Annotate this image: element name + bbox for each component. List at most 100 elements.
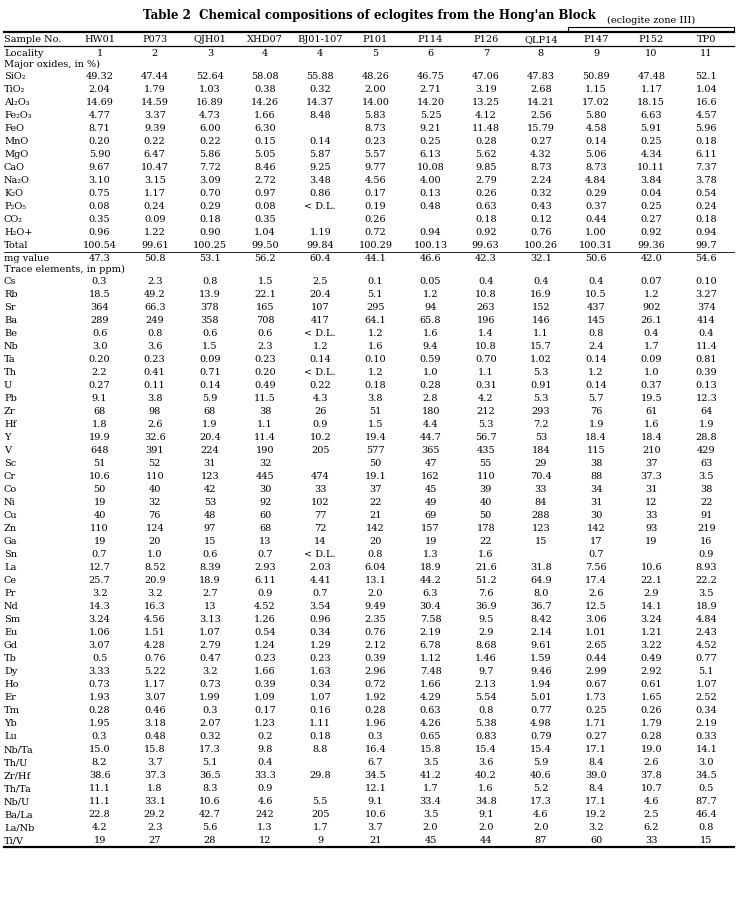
Text: 58.08: 58.08: [251, 72, 279, 81]
Text: 3.18: 3.18: [144, 719, 165, 728]
Text: 98: 98: [148, 408, 161, 416]
Text: 28: 28: [204, 836, 216, 845]
Text: 9.1: 9.1: [478, 810, 494, 820]
Text: 0.11: 0.11: [144, 382, 165, 390]
Text: 7.2: 7.2: [533, 420, 549, 430]
Text: 5.1: 5.1: [699, 668, 714, 676]
Text: 2.9: 2.9: [644, 589, 659, 598]
Text: 5.3: 5.3: [478, 420, 494, 430]
Text: 0.63: 0.63: [420, 706, 441, 715]
Text: 0.28: 0.28: [365, 706, 386, 715]
Text: 19: 19: [645, 538, 658, 546]
Text: 0.65: 0.65: [420, 732, 441, 741]
Text: 0.20: 0.20: [89, 355, 111, 364]
Text: 2.12: 2.12: [365, 642, 387, 650]
Text: 0.18: 0.18: [696, 215, 717, 224]
Text: 0.19: 0.19: [365, 202, 386, 211]
Text: P₂O₅: P₂O₅: [4, 202, 26, 211]
Text: 1.65: 1.65: [641, 693, 662, 703]
Text: 22: 22: [700, 498, 713, 507]
Text: 212: 212: [476, 408, 495, 416]
Text: 2.6: 2.6: [147, 420, 162, 430]
Text: Yb: Yb: [4, 719, 17, 728]
Text: 0.37: 0.37: [641, 382, 662, 390]
Text: 51.2: 51.2: [475, 576, 497, 585]
Text: 102: 102: [311, 498, 330, 507]
Text: 0.71: 0.71: [199, 368, 221, 377]
Text: Cu: Cu: [4, 512, 18, 520]
Text: 0.9: 0.9: [258, 785, 273, 793]
Text: P114: P114: [418, 36, 444, 44]
Text: 99.36: 99.36: [638, 242, 665, 250]
Text: < D.L.: < D.L.: [305, 329, 336, 338]
Text: 1.9: 1.9: [699, 420, 714, 430]
Text: 17: 17: [590, 538, 602, 546]
Text: 17.3: 17.3: [199, 745, 221, 754]
Text: 8: 8: [538, 49, 544, 58]
Text: 0.24: 0.24: [695, 202, 717, 211]
Text: 110: 110: [145, 472, 164, 481]
Text: 365: 365: [421, 446, 440, 455]
Text: 77: 77: [314, 512, 326, 520]
Text: 17.02: 17.02: [582, 98, 610, 107]
Text: Rb: Rb: [4, 290, 18, 300]
Text: 26: 26: [314, 408, 326, 416]
Text: 0.23: 0.23: [254, 655, 276, 663]
Text: 6.47: 6.47: [144, 150, 165, 160]
Text: 100.13: 100.13: [413, 242, 448, 250]
Text: Ba/La: Ba/La: [4, 810, 32, 820]
Text: 31: 31: [645, 485, 658, 494]
Text: 1.63: 1.63: [309, 668, 331, 676]
Text: 374: 374: [697, 303, 716, 313]
Text: 50.89: 50.89: [582, 72, 610, 81]
Text: 358: 358: [201, 316, 219, 325]
Text: 205: 205: [311, 446, 329, 455]
Text: 5.9: 5.9: [202, 395, 218, 403]
Text: 2.71: 2.71: [420, 85, 441, 94]
Text: 0.14: 0.14: [309, 137, 331, 147]
Text: 33: 33: [645, 836, 658, 845]
Text: 1.95: 1.95: [89, 719, 111, 728]
Text: 10.6: 10.6: [199, 798, 221, 806]
Text: 4.41: 4.41: [309, 576, 331, 585]
Text: 7.72: 7.72: [199, 163, 221, 172]
Text: Nb/U: Nb/U: [4, 798, 30, 806]
Text: 20.9: 20.9: [144, 576, 165, 585]
Text: 1.7: 1.7: [644, 342, 659, 351]
Text: 115: 115: [587, 446, 605, 455]
Text: 0.38: 0.38: [255, 85, 276, 94]
Text: 19: 19: [424, 538, 437, 546]
Text: QLP14: QLP14: [524, 36, 558, 44]
Text: 6.30: 6.30: [255, 124, 276, 133]
Text: 8.68: 8.68: [475, 642, 497, 650]
Text: 3.06: 3.06: [585, 615, 607, 624]
Text: 47.83: 47.83: [527, 72, 555, 81]
Text: 94: 94: [424, 303, 437, 313]
Text: Cr: Cr: [4, 472, 16, 481]
Text: 4.29: 4.29: [420, 693, 441, 703]
Text: 3.24: 3.24: [641, 615, 662, 624]
Text: 29.2: 29.2: [144, 810, 165, 820]
Text: Lu: Lu: [4, 732, 17, 741]
Text: 21: 21: [369, 836, 382, 845]
Text: 15.7: 15.7: [530, 342, 552, 351]
Text: 2.68: 2.68: [530, 85, 552, 94]
Text: 3.10: 3.10: [89, 176, 111, 185]
Text: Tm: Tm: [4, 706, 20, 715]
Text: 0.3: 0.3: [368, 732, 383, 741]
Text: 42: 42: [204, 485, 216, 494]
Text: 0.26: 0.26: [475, 189, 497, 198]
Text: 0.09: 0.09: [199, 355, 221, 364]
Text: 1.11: 1.11: [309, 719, 331, 728]
Text: 1.5: 1.5: [258, 278, 273, 286]
Text: Th/U: Th/U: [4, 758, 28, 767]
Text: 1.12: 1.12: [420, 655, 441, 663]
Text: 3.27: 3.27: [695, 290, 717, 300]
Text: 14.59: 14.59: [141, 98, 169, 107]
Text: 12.7: 12.7: [89, 563, 111, 573]
Text: 0.1: 0.1: [368, 278, 383, 286]
Text: 15: 15: [535, 538, 547, 546]
Text: 3.2: 3.2: [588, 823, 604, 833]
Text: 0.09: 0.09: [641, 355, 662, 364]
Text: 60: 60: [590, 836, 602, 845]
